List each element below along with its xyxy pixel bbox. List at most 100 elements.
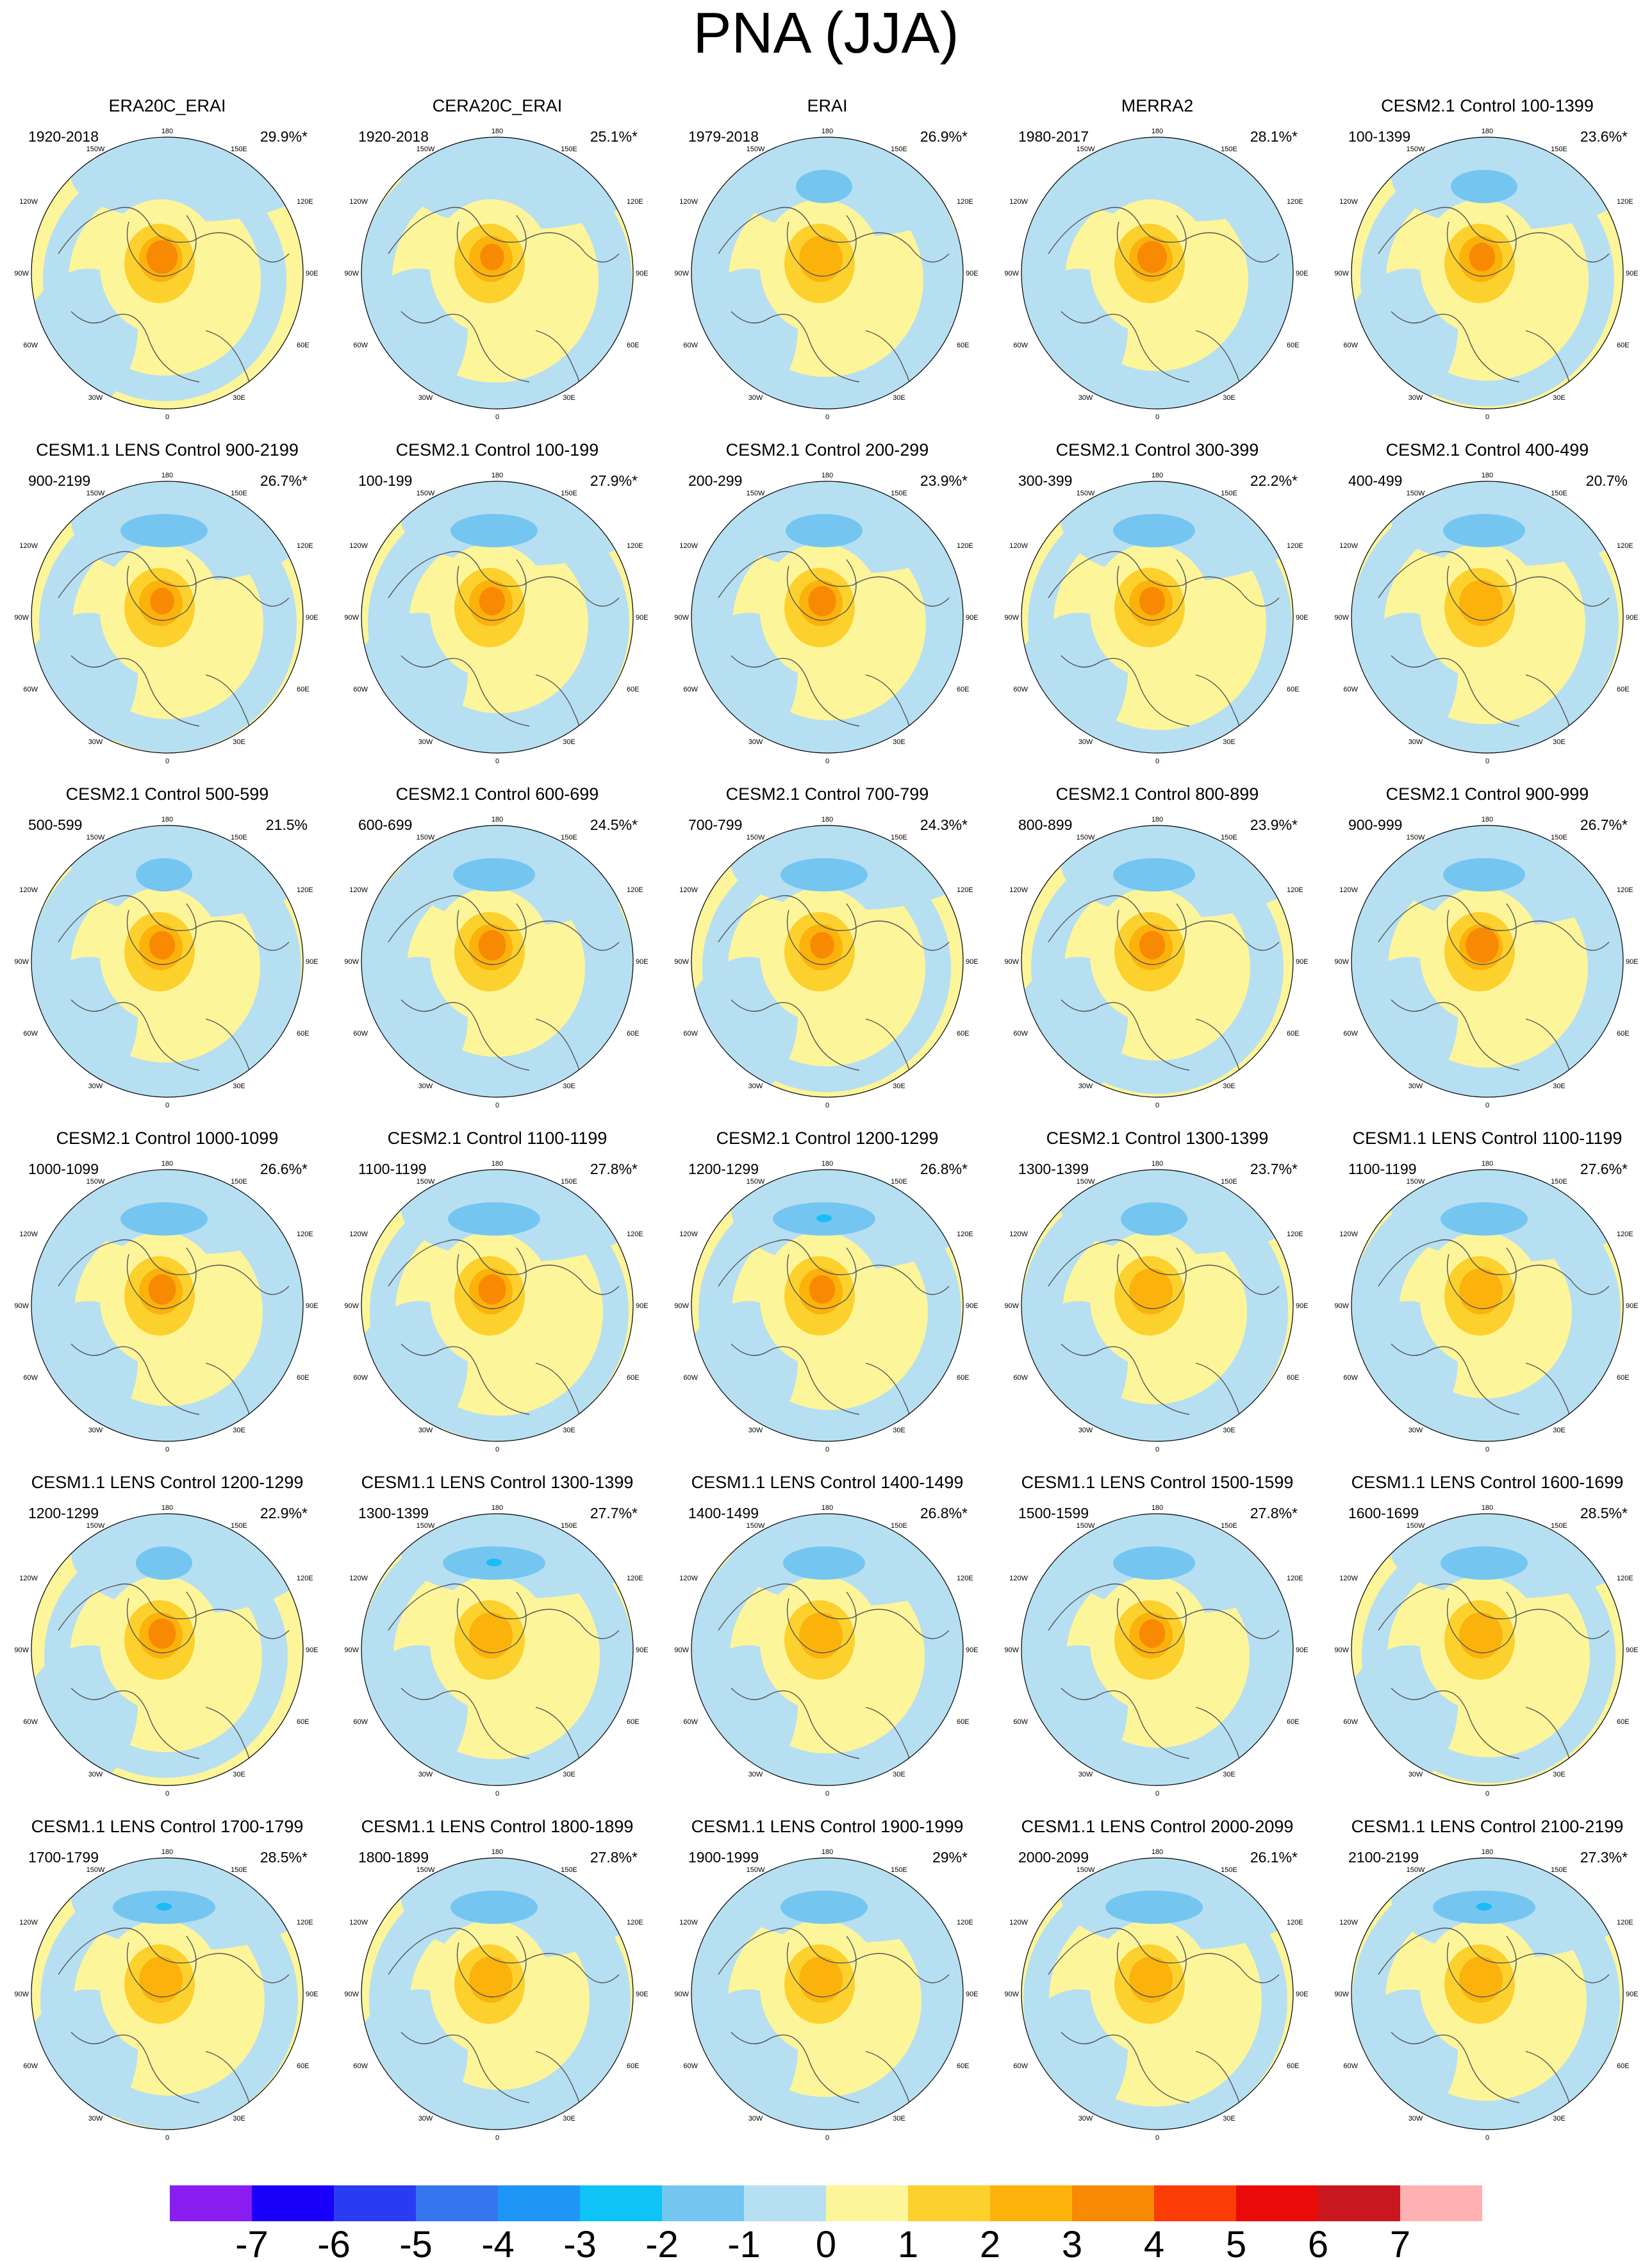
longitude-label: 60W [1013,1718,1028,1726]
longitude-label: 30W [88,2115,103,2123]
panel-title: CESM2.1 Control 100-199 [395,440,599,460]
longitude-label: 60E [627,342,640,349]
longitude-label: 120E [1287,1919,1303,1926]
coastline [58,1583,290,1785]
longitude-label: 180 [1482,128,1493,135]
longitude-label: 120E [1617,886,1633,894]
longitude-label: 90W [1004,1991,1019,1998]
map-panel: CESM2.1 Control 400-499 400-499 20.7% 180 15… [1323,434,1652,779]
longitude-label: 30E [563,1427,575,1434]
longitude-label: 30E [1223,1427,1235,1434]
longitude-label: 90E [1626,270,1639,277]
longitude-label: 90E [1626,1991,1639,1998]
longitude-label: 90W [14,1991,29,1998]
longitude-label: 120E [957,1919,973,1926]
longitude-label: 120W [679,1575,698,1582]
positive-anomaly-3-4 [148,1274,176,1305]
positive-anomaly-2-3 [1459,1612,1503,1659]
colorbar-swatch [334,2185,416,2221]
longitude-label: 120E [297,1575,313,1582]
panel-title: MERRA2 [1121,96,1194,115]
longitude-label: 150E [891,490,907,497]
longitude-label: 150W [1077,1522,1095,1530]
map-boundary [1351,1513,1624,1786]
longitude-label: 90E [1626,1646,1639,1654]
negative-anomaly-1-2 [781,858,868,891]
panel-period: 900-999 [1348,816,1403,833]
longitude-label: 120E [957,542,973,550]
panel-period: 1979-2018 [688,128,759,145]
longitude-label: 60W [683,1374,698,1382]
longitude-label: 30W [418,738,433,746]
longitude-label: 150E [561,1178,577,1186]
longitude-label: 90W [1334,1646,1349,1654]
panel-variance-explained: 26.9%* [920,128,968,145]
colorbar-label: -2 [645,2224,679,2260]
longitude-label: 0 [165,413,169,421]
panel-title: CESM2.1 Control 700-799 [725,784,929,804]
colorbar-label: 5 [1226,2224,1246,2260]
panel-period: 1920-2018 [358,128,429,145]
map-panel: CESM2.1 Control 600-699 600-699 24.5%* 180 1… [333,778,662,1123]
longitude-label: 150W [87,1866,105,1874]
map-boundary [691,825,964,1098]
longitude-label: 60W [1013,1030,1028,1038]
longitude-label: 60E [627,1374,640,1382]
longitude-label: 120W [1339,198,1358,206]
longitude-label: 30W [1408,1427,1423,1434]
coastline [388,895,620,1097]
longitude-label: 120W [1339,886,1358,894]
map-panel: CESM1.1 LENS Control 1700-1799 1700-1799 2… [3,1810,332,2155]
panel-title: CESM1.1 LENS Control 1800-1899 [361,1817,634,1836]
longitude-label: 150E [231,1866,247,1874]
positive-anomaly-3-4 [1466,927,1499,963]
map-panel: CESM2.1 Control 900-999 900-999 26.7%* 180 1… [1323,778,1652,1123]
longitude-label: 0 [1485,758,1489,765]
colorbar-label: 7 [1390,2224,1410,2260]
panel-variance-explained: 27.8%* [1250,1505,1298,1521]
longitude-label: 30E [1223,2115,1235,2123]
longitude-label: 90W [1004,1646,1019,1654]
longitude-label: 120E [957,886,973,894]
longitude-label: 0 [1155,413,1159,421]
longitude-label: 120W [1339,1575,1358,1582]
panel-variance-explained: 27.3%* [1580,1849,1628,1866]
longitude-label: 90W [14,1646,29,1654]
map-boundary [691,481,964,754]
longitude-label: 60E [957,342,970,349]
longitude-label: 120W [679,886,698,894]
longitude-label: 60E [627,1718,640,1726]
longitude-label: 150E [1551,1178,1567,1186]
polar-map: 180 150W 150E 120W 120E 90W 90E 60W 60E 30W 30E 0 [1334,816,1638,1109]
panel-variance-explained: 29%* [932,1849,968,1866]
polar-map: 180 150W 150E 120W 120E 90W 90E 60W 60E 30W 30E 0 [1334,128,1639,421]
positive-anomaly-3-4 [149,931,176,960]
map-panel: CESM1.1 LENS Control 1600-1699 1600-1699 2… [1323,1466,1652,1811]
longitude-label: 120E [627,542,643,550]
negative-anomaly-1-2 [1113,1546,1195,1580]
longitude-label: 30E [563,1771,575,1778]
negative-anomaly-1-2 [783,1546,865,1580]
longitude-label: 150W [87,145,105,153]
longitude-label: 150W [747,145,765,153]
coastline [388,1239,620,1441]
coastline [1378,206,1610,408]
longitude-label: 0 [825,1446,829,1454]
coastline [718,895,950,1097]
map-panel: CESM1.1 LENS Control 1800-1899 1800-1899 2… [333,1810,662,2155]
longitude-label: 90E [306,1646,318,1654]
negative-anomaly-1-2 [1121,1202,1187,1236]
panel-variance-explained: 26.8%* [920,1161,968,1177]
longitude-label: 60W [353,1374,368,1382]
panel-title: CESM1.1 LENS Control 900-2199 [36,440,299,460]
colorbar-swatch [1318,2185,1400,2221]
longitude-label: 0 [825,2134,829,2142]
polar-map: 180 150W 150E 120W 120E 90W 90E 60W 60E 30W 30E 0 [344,472,648,765]
longitude-label: 120W [679,1230,698,1238]
longitude-label: 120W [1009,886,1028,894]
positive-anomaly-3-4 [1137,241,1167,273]
negative-anomaly-1-2 [136,858,192,891]
longitude-label: 30W [1078,1082,1093,1090]
longitude-label: 90W [1004,1302,1019,1310]
longitude-label: 180 [1482,472,1493,479]
